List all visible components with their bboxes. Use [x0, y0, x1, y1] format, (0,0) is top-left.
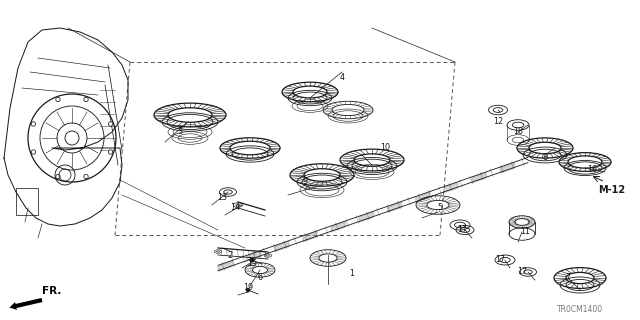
Text: 19: 19	[243, 284, 253, 292]
Text: 14: 14	[230, 204, 240, 212]
Text: 9: 9	[303, 178, 308, 187]
Circle shape	[250, 258, 254, 262]
Text: 3: 3	[177, 127, 182, 137]
Text: 17: 17	[517, 268, 527, 276]
Circle shape	[246, 288, 250, 292]
Text: M-12: M-12	[598, 185, 625, 195]
Text: 6: 6	[257, 274, 262, 283]
Circle shape	[84, 97, 88, 102]
Circle shape	[56, 174, 60, 179]
Text: 8: 8	[543, 154, 547, 163]
Text: 4: 4	[339, 74, 344, 83]
Text: 1: 1	[349, 269, 355, 278]
Circle shape	[56, 97, 60, 102]
Text: 15: 15	[247, 260, 257, 268]
Text: 16: 16	[587, 165, 597, 174]
Text: TR0CM1400: TR0CM1400	[557, 306, 603, 315]
Circle shape	[108, 150, 113, 154]
Circle shape	[31, 122, 36, 126]
Text: 10: 10	[380, 143, 390, 153]
Text: 13: 13	[217, 194, 227, 203]
Text: 18: 18	[513, 127, 523, 137]
Circle shape	[84, 174, 88, 179]
Text: 17: 17	[495, 255, 505, 265]
Text: FR.: FR.	[42, 286, 61, 296]
Text: 2: 2	[227, 251, 232, 260]
Text: 5: 5	[437, 204, 443, 212]
Text: 12: 12	[493, 117, 503, 126]
Circle shape	[108, 122, 113, 126]
Text: 7: 7	[565, 274, 571, 283]
Text: 11: 11	[520, 228, 530, 236]
FancyArrow shape	[10, 298, 42, 310]
Circle shape	[31, 150, 36, 154]
Text: 17: 17	[457, 226, 467, 235]
